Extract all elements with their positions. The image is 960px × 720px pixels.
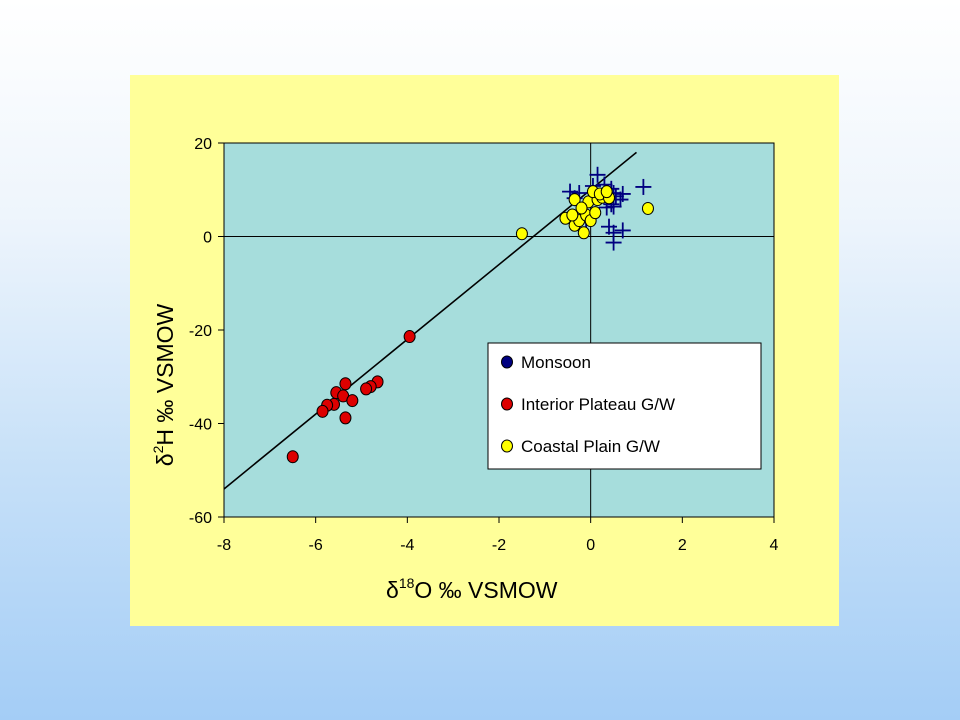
legend-marker	[501, 439, 513, 453]
data-point	[589, 166, 606, 183]
legend-label: Interior Plateau G/W	[521, 395, 675, 414]
scatter-chart: -8 -6 -4 -2 0 2 4 200-20-40-60 MonsoonInterior…	[130, 75, 839, 626]
legend-items: Monsoon Interior Plateau G/W Coastal Plain…	[501, 353, 675, 456]
data-point	[635, 178, 652, 195]
data-point	[346, 394, 359, 408]
data-point	[605, 234, 622, 251]
y-tick-label: -60	[189, 510, 212, 527]
series-3-points	[515, 185, 654, 241]
y-axis-title-superscript: 2	[150, 445, 166, 453]
x-tick-label: 0	[586, 537, 595, 554]
y-tick-label: -40	[189, 417, 212, 434]
plot-panel: -8 -6 -4 -2 0 2 4 20 0 -20 -40 -60 Monsoon Interior…	[130, 75, 839, 626]
data-point	[600, 185, 613, 199]
y-tick-label: -20	[189, 323, 212, 340]
data-point	[339, 377, 352, 391]
data-point	[575, 201, 588, 215]
data-point	[360, 382, 373, 396]
x-axis-ticks: -8 -6 -4 -2 0 2 4	[217, 517, 779, 554]
data-point	[614, 222, 631, 239]
data-point	[641, 201, 654, 215]
x-tick-label: -4	[400, 537, 414, 554]
legend-label: Monsoon	[521, 353, 591, 372]
data-point	[339, 411, 352, 425]
x-tick-label: -6	[309, 537, 323, 554]
legend-marker-plus	[502, 357, 512, 367]
y-axis-ticks: 20 0 -20 -40 -60	[189, 136, 224, 527]
data-point	[286, 450, 299, 464]
data-point	[589, 206, 602, 220]
y-axis-title-text: H ‰ VSMOW	[152, 303, 178, 445]
data-point	[316, 404, 329, 418]
data-point	[568, 193, 581, 207]
data-point	[515, 227, 528, 241]
data-point	[403, 330, 416, 344]
x-tick-label: 4	[770, 537, 779, 554]
x-tick-label: -8	[217, 537, 231, 554]
data-point	[577, 226, 590, 240]
x-axis-title-text: O ‰ VSMOW	[414, 577, 557, 603]
series-2-points	[286, 330, 416, 464]
x-axis-title-delta: δ	[386, 577, 399, 603]
x-tick-label: 2	[678, 537, 687, 554]
x-axis-title: δ18O ‰ VSMOW	[386, 575, 558, 603]
trend-line	[223, 151, 638, 490]
legend-box	[487, 342, 762, 470]
y-axis-title: δ2H ‰ VSMOW	[150, 303, 178, 466]
x-axis-title-superscript: 18	[399, 575, 415, 591]
y-tick-label: 0	[203, 230, 212, 247]
y-axis-title-delta: δ	[152, 453, 178, 466]
legend-marker	[501, 397, 513, 411]
data-points	[286, 166, 654, 464]
data-point	[612, 191, 629, 208]
legend-label: Coastal Plain G/W	[521, 437, 660, 456]
y-tick-label: 20	[194, 136, 212, 153]
data-point	[566, 208, 579, 222]
y-axis-title-group: δ2H ‰ VSMOW	[150, 303, 178, 466]
x-tick-label: -2	[492, 537, 506, 554]
legend: Monsoon Interior Plateau G/W Coastal Plain…	[487, 342, 762, 470]
